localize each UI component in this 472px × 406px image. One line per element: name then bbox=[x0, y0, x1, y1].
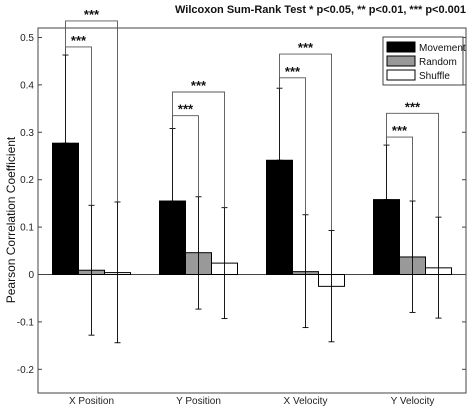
y-tick-label: 0.1 bbox=[20, 223, 34, 234]
significance-bracket bbox=[172, 115, 199, 197]
y-tick-label: 0.4 bbox=[20, 80, 34, 91]
chart-title: Wilcoxon Sum-Rank Test * p<0.05, ** p<0.… bbox=[175, 4, 466, 16]
significance-bracket bbox=[386, 112, 439, 218]
significance-label: *** bbox=[298, 40, 314, 55]
y-tick-label: 0.2 bbox=[20, 175, 34, 186]
bar-movement bbox=[266, 159, 293, 275]
legend-label-random: Random bbox=[419, 57, 457, 68]
plot-frame bbox=[37, 27, 467, 394]
significance-bracket bbox=[279, 53, 332, 231]
x-tick-label: Y Velocity bbox=[391, 396, 435, 406]
significance-bracket bbox=[172, 91, 225, 208]
x-tick-label: X Velocity bbox=[284, 396, 328, 406]
significance-label: *** bbox=[285, 64, 301, 79]
y-tick-label: 0.3 bbox=[20, 128, 34, 139]
y-axis-label: Pearson Correlation Coefficient bbox=[4, 136, 18, 303]
bar-movement bbox=[52, 142, 79, 275]
significance-label: *** bbox=[84, 7, 100, 22]
significance-bracket bbox=[386, 136, 413, 202]
legend-label-shuffle: Shuffle bbox=[419, 71, 450, 82]
legend-swatch-movement bbox=[386, 41, 416, 53]
legend-label-movement: Movement bbox=[419, 43, 466, 54]
x-tick-label: Y Position bbox=[176, 396, 221, 406]
bar-movement bbox=[373, 199, 400, 275]
legend-swatch-random bbox=[386, 55, 416, 67]
significance-bracket bbox=[65, 20, 118, 202]
y-tick-label: -0.1 bbox=[17, 317, 35, 328]
x-tick-label: X Position bbox=[69, 396, 114, 406]
significance-label: *** bbox=[191, 78, 207, 93]
legend: Movement Random Shuffle bbox=[382, 36, 466, 86]
y-tick-label: 0 bbox=[28, 270, 34, 281]
y-tick-label: 0.5 bbox=[20, 33, 34, 44]
legend-swatch-shuffle bbox=[386, 69, 416, 81]
bar-movement bbox=[159, 200, 186, 275]
significance-label: *** bbox=[178, 102, 194, 117]
significance-label: *** bbox=[392, 123, 408, 138]
y-tick-label: -0.2 bbox=[17, 365, 35, 376]
significance-label: *** bbox=[71, 33, 87, 48]
plot-area: -0.2 -0.1 0 0.1 0.2 0.3 0.4 0.5 X Position Y Posi… bbox=[17, 7, 467, 406]
significance-label: *** bbox=[405, 99, 421, 114]
